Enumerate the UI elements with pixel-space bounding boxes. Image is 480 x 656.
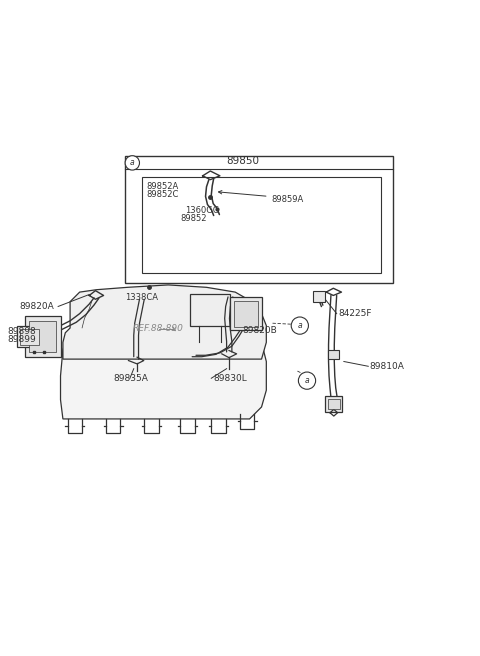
Circle shape — [299, 372, 316, 389]
Bar — [125, 155, 393, 283]
Bar — [20, 329, 39, 345]
Circle shape — [125, 155, 140, 170]
Bar — [325, 396, 342, 412]
Text: 89898: 89898 — [8, 327, 36, 337]
Circle shape — [291, 317, 309, 334]
Text: a: a — [130, 158, 134, 167]
Text: 89835A: 89835A — [113, 374, 148, 382]
Bar — [142, 177, 381, 273]
Polygon shape — [60, 316, 266, 419]
Bar — [24, 316, 60, 357]
Text: 89820A: 89820A — [20, 302, 55, 311]
Text: REF.88-890: REF.88-890 — [132, 325, 183, 333]
Polygon shape — [63, 285, 266, 359]
Text: 89830L: 89830L — [214, 374, 247, 382]
Text: 1338CA: 1338CA — [125, 293, 158, 302]
Text: 84225F: 84225F — [338, 309, 372, 318]
Bar — [29, 321, 56, 352]
Text: 89810A: 89810A — [369, 362, 404, 371]
Bar — [313, 291, 324, 302]
Text: 1360GG: 1360GG — [185, 206, 219, 215]
Text: 89852A: 89852A — [147, 182, 179, 192]
Bar — [230, 297, 262, 331]
Text: 89859A: 89859A — [271, 195, 303, 204]
Text: 89899: 89899 — [8, 335, 36, 344]
Bar — [17, 325, 41, 347]
Text: 89820B: 89820B — [242, 326, 277, 335]
Bar — [327, 399, 339, 409]
Text: 89852: 89852 — [180, 215, 207, 224]
Text: a: a — [305, 376, 309, 385]
Text: a: a — [298, 321, 302, 330]
Bar — [190, 295, 230, 325]
Bar — [328, 350, 338, 359]
Text: 89850: 89850 — [226, 156, 259, 167]
Text: 89852C: 89852C — [147, 190, 179, 199]
Bar — [234, 300, 258, 327]
